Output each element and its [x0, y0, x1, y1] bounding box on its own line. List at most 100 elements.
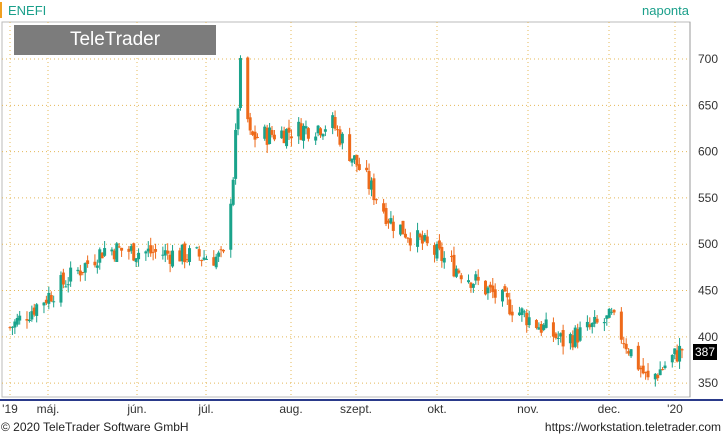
candle-body — [561, 330, 565, 347]
x-tick-label: '20 — [667, 402, 683, 416]
source-url[interactable]: https://workstation.teletrader.com — [544, 420, 721, 434]
candle-body — [348, 134, 352, 162]
candle-body — [69, 267, 73, 282]
y-tick-label: 500 — [698, 237, 718, 251]
candle-body — [467, 280, 471, 283]
candle-body — [636, 345, 640, 370]
candle-body — [559, 333, 563, 337]
candle-body — [8, 327, 12, 329]
candle-body — [81, 271, 85, 273]
candle-body — [452, 254, 456, 277]
candle-body — [542, 324, 546, 330]
candle-body — [627, 351, 631, 354]
candle-body — [185, 259, 189, 261]
candle-body — [350, 158, 354, 163]
candle-body — [52, 301, 56, 303]
candle-body — [500, 289, 504, 302]
candle-body — [568, 334, 572, 344]
candle-body — [212, 257, 216, 266]
candle-body — [151, 251, 155, 253]
candle-body — [340, 133, 344, 144]
candle-body — [384, 208, 388, 225]
candle-body — [18, 315, 22, 321]
candle-body — [265, 127, 269, 145]
candle-body — [253, 131, 257, 140]
candle-body — [219, 249, 223, 251]
candle-body — [437, 240, 441, 249]
x-tick-label: dec. — [598, 402, 621, 416]
candle-body — [675, 350, 679, 362]
candle-body — [32, 307, 36, 315]
candle-body — [471, 283, 475, 288]
candle-body — [510, 311, 514, 316]
copyright-text: © 2020 TeleTrader Software GmbH — [1, 420, 189, 434]
candle-body — [661, 369, 665, 371]
candle-body — [171, 250, 175, 267]
candle-body — [639, 367, 643, 370]
candle-body — [306, 128, 310, 139]
candle-body — [217, 252, 221, 257]
candle-body — [163, 250, 167, 256]
candle-body — [450, 256, 454, 258]
candle-body — [197, 249, 201, 257]
candle-body — [525, 312, 529, 326]
candle-body — [202, 257, 206, 260]
candle-body — [302, 125, 306, 141]
candle-body — [641, 365, 645, 374]
candle-body — [234, 129, 238, 179]
x-tick-label: nov. — [517, 402, 539, 416]
candle-body — [117, 246, 121, 248]
candle-body — [622, 343, 626, 345]
candle-body — [282, 130, 286, 144]
candle-body — [435, 244, 439, 259]
candle-body — [115, 243, 119, 262]
candle-body — [161, 254, 165, 256]
candle-body — [205, 258, 209, 260]
candle-body — [236, 108, 240, 130]
candle-body — [454, 268, 458, 277]
candle-body — [554, 333, 558, 339]
candle-body — [503, 286, 507, 292]
candle-body — [323, 129, 327, 132]
candle-body — [629, 349, 633, 357]
candle-body — [144, 251, 148, 254]
candle-body — [59, 275, 63, 303]
candle-body — [95, 265, 99, 268]
candle-body — [246, 57, 250, 120]
candle-body — [418, 233, 422, 238]
candle-body — [544, 319, 548, 328]
candle-body — [299, 123, 303, 140]
candle-body — [493, 289, 497, 298]
candle-body — [534, 320, 538, 328]
y-tick-label: 600 — [698, 145, 718, 159]
candle-body — [336, 129, 340, 131]
candle-body — [403, 233, 407, 238]
candle-body — [314, 136, 318, 141]
candle-body — [416, 230, 420, 247]
candle-body — [610, 311, 614, 313]
candle-body — [539, 323, 543, 333]
candle-body — [573, 327, 577, 347]
candle-body — [103, 248, 107, 256]
candle-body — [408, 238, 412, 246]
x-tick-label: '19 — [2, 402, 18, 416]
candle-body — [229, 203, 233, 250]
candle-body — [352, 155, 356, 160]
candle-body — [619, 311, 623, 340]
candle-body — [221, 249, 225, 252]
candle-body — [590, 323, 594, 327]
candle-body — [399, 224, 403, 235]
candle-body — [13, 321, 17, 328]
x-tick-label: szept. — [340, 402, 372, 416]
candle-body — [289, 136, 293, 139]
candle-body — [653, 373, 657, 380]
candle-body — [658, 369, 662, 376]
candle-body — [280, 130, 284, 139]
candle-body — [333, 117, 337, 129]
y-tick-label: 450 — [698, 284, 718, 298]
candle-body — [64, 286, 68, 288]
candle-body — [149, 245, 153, 254]
candle-body — [605, 315, 609, 319]
candle-body — [624, 343, 628, 350]
candle-body — [331, 115, 335, 128]
